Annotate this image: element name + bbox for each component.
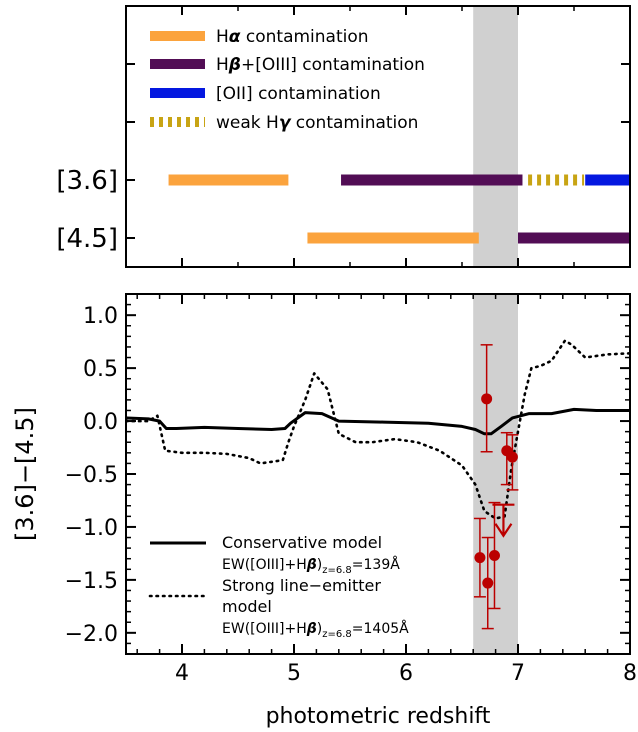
series-dotted xyxy=(126,339,630,520)
y-tick-label: 0.5 xyxy=(83,357,118,382)
top-panel-ticks xyxy=(126,6,630,267)
y-tick-label: −1.0 xyxy=(65,516,118,541)
row-label: [4.5] xyxy=(56,224,118,254)
contamination-rows: [3.6] [4.5] xyxy=(56,166,630,254)
legend-title: Strong line−emitter xyxy=(222,576,381,595)
data-point xyxy=(506,451,518,463)
x-axis-label: photometric redshift xyxy=(266,704,491,729)
legend-label-hgamma: weak Hγ contamination xyxy=(216,113,418,133)
data-points xyxy=(473,344,519,630)
x-tick-label: 6 xyxy=(399,661,413,686)
model-lines xyxy=(126,339,630,520)
legend-ew: EW([OIII]+Hβ)z=6.8=139Å xyxy=(222,556,400,576)
top-panel-frame xyxy=(125,5,631,268)
bottom-panel-ticks: 4 5 6 7 8 1.0 0.5 0.0 −0.5 −1.0 −1.5 −2.0 xyxy=(65,294,637,686)
legend-title-line2: model xyxy=(222,597,272,616)
shaded-redshift-band xyxy=(473,294,518,654)
x-tick-label: 7 xyxy=(511,661,525,686)
upper-limit-arrowhead xyxy=(494,523,513,538)
legend-label-oii: [OII] contamination xyxy=(216,84,381,104)
bottom-panel-frame xyxy=(125,293,631,655)
y-tick-label: 0.0 xyxy=(83,410,118,435)
series-solid xyxy=(126,407,630,436)
y-axis-label: [3.6]−[4.5] xyxy=(11,407,39,541)
contamination-panel: Hα contamination Hβ+[OIII] contamination [… xyxy=(56,5,631,268)
legend-title: Conservative model xyxy=(222,533,382,552)
y-tick-label: −0.5 xyxy=(65,463,118,488)
data-point xyxy=(482,577,494,589)
x-tick-label: 5 xyxy=(287,661,301,686)
row-label: [3.6] xyxy=(56,166,118,196)
data-point xyxy=(488,550,500,562)
legend-label-halpha: Hα contamination xyxy=(216,27,369,47)
model-legend: Conservative model EW([OIII]+Hβ)z=6.8=139… xyxy=(148,533,409,640)
x-tick-label: 8 xyxy=(623,661,637,686)
data-point xyxy=(481,393,493,405)
x-tick-label: 4 xyxy=(175,661,189,686)
y-tick-label: −2.0 xyxy=(65,622,118,647)
y-tick-label: 1.0 xyxy=(83,304,118,329)
legend-label-hbeta: Hβ+[OIII] contamination xyxy=(216,55,425,75)
shaded-redshift-band xyxy=(473,6,518,267)
contamination-legend: Hα contamination Hβ+[OIII] contamination [… xyxy=(150,27,425,133)
data-point xyxy=(474,552,486,564)
legend-ew: EW([OIII]+Hβ)z=6.8=1405Å xyxy=(222,620,409,640)
y-tick-label: −1.5 xyxy=(65,569,118,594)
color-redshift-panel: 4 5 6 7 8 1.0 0.5 0.0 −0.5 −1.0 −1.5 −2.0 Conservat… xyxy=(11,293,637,729)
